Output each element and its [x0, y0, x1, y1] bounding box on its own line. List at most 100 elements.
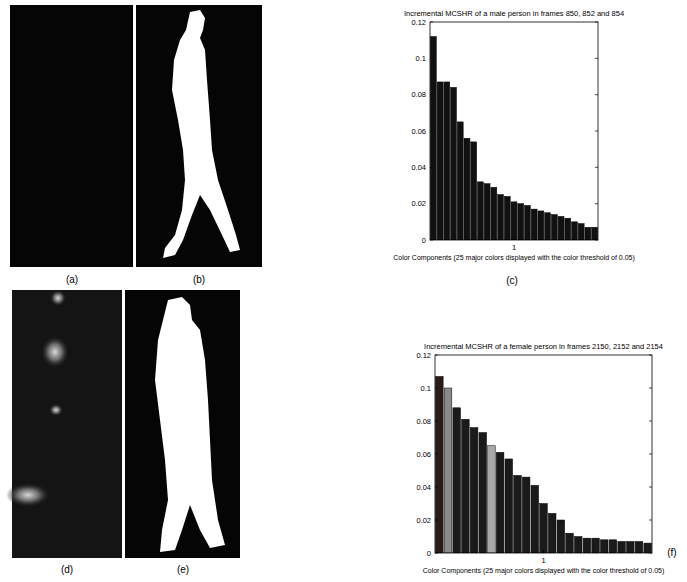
- y-tick-label: 0.08: [411, 90, 426, 99]
- bar: [566, 533, 574, 553]
- axes-frame: [430, 22, 598, 240]
- x-tick: [514, 237, 515, 240]
- panel-label: (c): [506, 275, 518, 286]
- y-tick-label: 0.02: [416, 516, 431, 525]
- bar: [635, 541, 643, 553]
- y-tick: [430, 240, 433, 241]
- bar: [531, 209, 537, 240]
- bar: [548, 513, 556, 553]
- bar: [644, 543, 652, 553]
- bar: [484, 184, 490, 240]
- y-tick: [430, 131, 433, 132]
- y-tick: [435, 487, 438, 488]
- y-tick: [595, 167, 598, 168]
- image-b: [136, 5, 262, 267]
- y-tick-label: 0: [422, 236, 426, 245]
- panel-label: (b): [193, 274, 205, 285]
- bar: [436, 376, 444, 553]
- bar: [531, 485, 539, 553]
- bar: [457, 122, 463, 240]
- y-tick: [595, 240, 598, 241]
- bar: [627, 541, 635, 553]
- bar: [522, 477, 530, 553]
- y-tick: [435, 388, 438, 389]
- panel-label: (a): [66, 274, 78, 285]
- chart-title: Incremental MCSHR of a male person in fr…: [404, 9, 624, 18]
- y-tick-label: 0: [427, 549, 431, 558]
- bar: [609, 540, 617, 553]
- bar: [572, 222, 578, 240]
- x-axis-title: Color Components (25 major colors displa…: [393, 254, 635, 262]
- bar: [557, 520, 565, 553]
- image-d: [12, 290, 122, 558]
- y-tick-label: 0.04: [416, 483, 431, 492]
- bar: [578, 224, 584, 240]
- chart: 00.020.040.060.080.10.121Incremental MCS…: [393, 9, 635, 262]
- y-tick: [595, 94, 598, 95]
- bar: [437, 82, 443, 240]
- y-tick: [430, 167, 433, 168]
- bar: [600, 540, 608, 553]
- image-e: [125, 290, 240, 558]
- plot-area: [430, 22, 598, 240]
- chart-title: Incremental MCSHR of a female person in …: [424, 342, 663, 351]
- bar: [583, 538, 591, 553]
- bar: [558, 216, 564, 240]
- glow: [41, 336, 69, 368]
- y-tick: [435, 421, 438, 422]
- x-tick: [543, 550, 544, 553]
- y-tick: [435, 553, 438, 554]
- y-tick: [430, 58, 433, 59]
- bar: [538, 211, 544, 240]
- bar: [444, 388, 452, 553]
- bar: [462, 419, 470, 553]
- image-a: [10, 5, 133, 267]
- y-tick: [430, 203, 433, 204]
- bar: [451, 87, 457, 240]
- bar: [511, 202, 517, 240]
- bar: [545, 213, 551, 240]
- y-tick: [430, 94, 433, 95]
- y-tick: [649, 421, 652, 422]
- bar: [488, 446, 496, 553]
- y-tick: [435, 454, 438, 455]
- bar: [525, 205, 531, 240]
- y-tick-label: 0.12: [411, 18, 426, 27]
- y-tick: [649, 520, 652, 521]
- figure: (a)(b)(c)(d)(e)(f)00.020.040.060.080.10.…: [0, 0, 687, 582]
- bar: [585, 227, 591, 240]
- bar: [505, 459, 513, 553]
- bar: [551, 215, 557, 240]
- y-tick: [595, 58, 598, 59]
- y-tick: [430, 22, 433, 23]
- x-tick-label: 1: [512, 243, 516, 252]
- plot-area: [435, 355, 652, 553]
- y-tick: [595, 203, 598, 204]
- bar: [498, 195, 504, 240]
- y-tick-label: 0.12: [416, 351, 431, 360]
- y-tick: [595, 22, 598, 23]
- bar: [574, 537, 582, 554]
- axes-frame: [435, 355, 652, 553]
- y-tick: [649, 553, 652, 554]
- y-tick: [435, 355, 438, 356]
- bar: [565, 218, 571, 240]
- bar: [592, 227, 598, 240]
- bar: [518, 204, 524, 240]
- y-tick-label: 0.06: [416, 450, 431, 459]
- bar: [496, 452, 504, 553]
- bar: [471, 142, 477, 240]
- x-tick-label: 1: [541, 556, 545, 565]
- silhouette-female: [155, 297, 225, 552]
- bars: [436, 376, 652, 553]
- y-tick: [649, 487, 652, 488]
- bar: [504, 196, 510, 240]
- glow: [6, 483, 50, 507]
- chart: 00.020.040.060.080.10.121Incremental MCS…: [416, 342, 664, 575]
- y-tick: [649, 454, 652, 455]
- y-tick: [649, 388, 652, 389]
- bar: [514, 475, 522, 553]
- bar: [540, 504, 548, 554]
- panel-label: (e): [177, 564, 189, 575]
- silhouette-male: [163, 10, 240, 258]
